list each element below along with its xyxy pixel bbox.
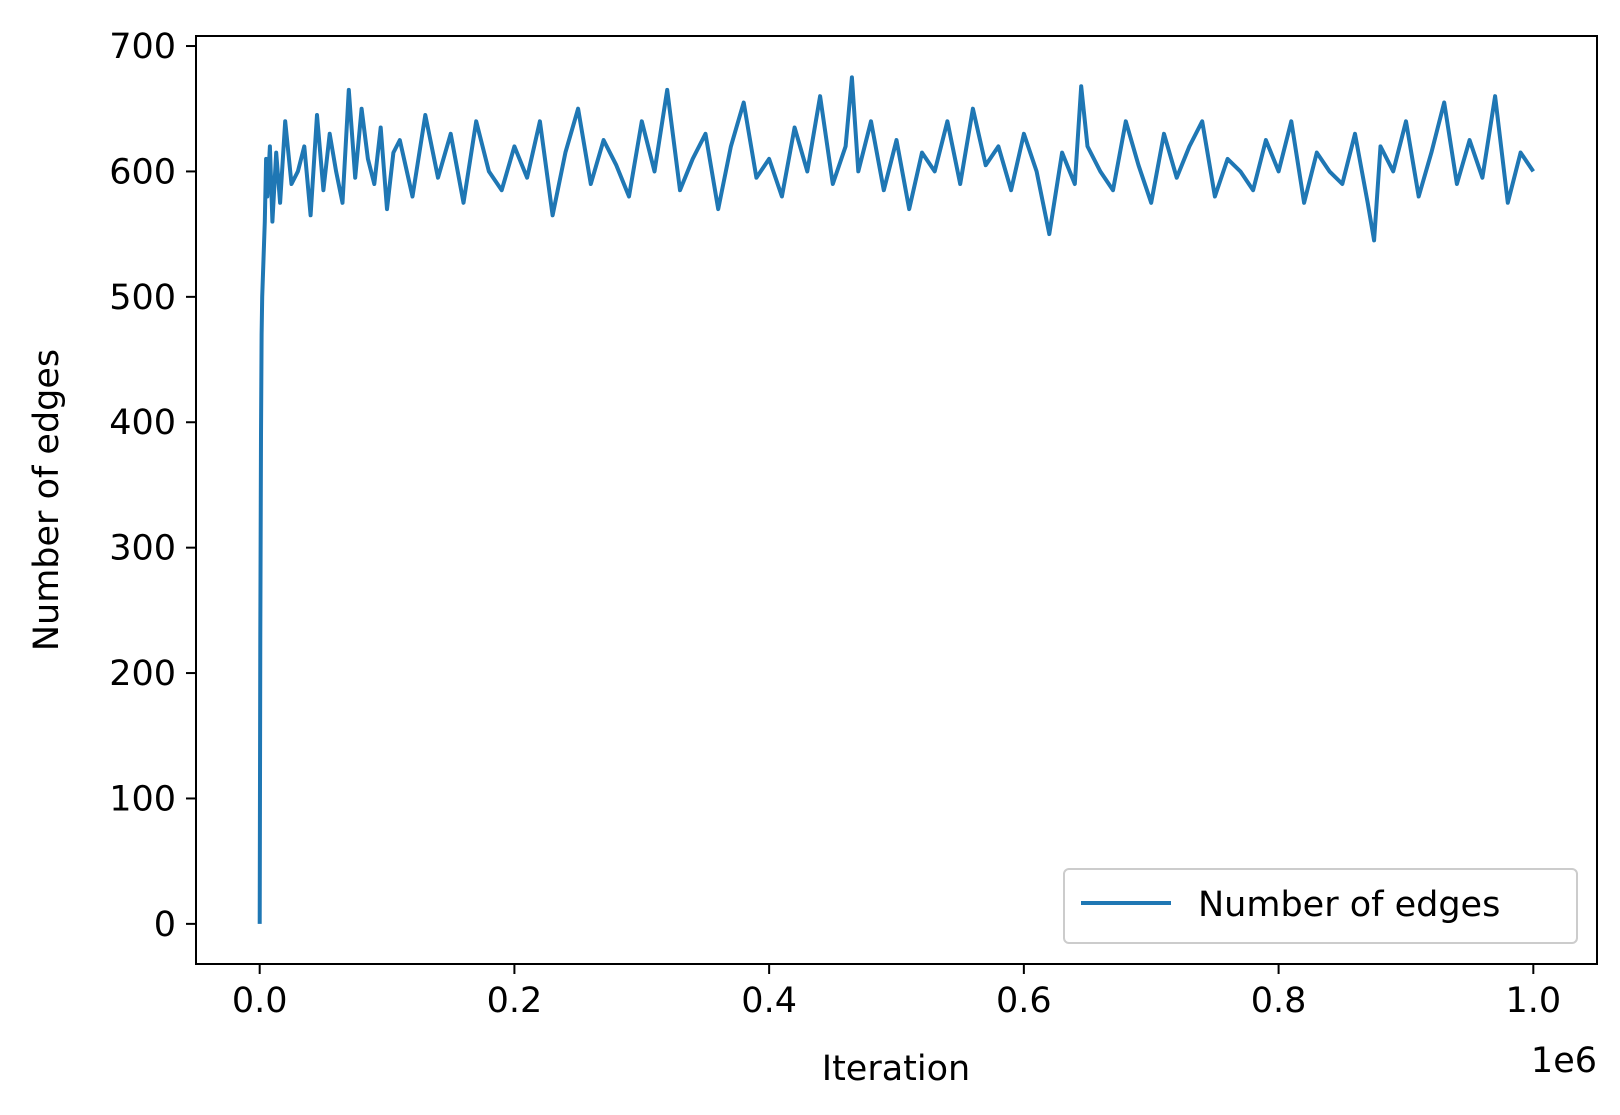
x-axis-offset-label: 1e6 (1531, 1041, 1597, 1081)
y-tick-label: 300 (109, 529, 176, 569)
x-tick-label: 0.2 (487, 981, 543, 1021)
x-axis-ticks: 0.0 0.2 0.4 0.6 0.8 1.0 (232, 964, 1561, 1021)
y-tick-label: 700 (109, 27, 176, 67)
y-axis-label: Number of edges (27, 349, 67, 651)
x-tick-label: 0.4 (741, 981, 797, 1021)
x-tick-label: 0.0 (232, 981, 288, 1021)
axes-frame (195, 35, 1598, 965)
legend-box (1063, 868, 1578, 944)
y-tick-label: 100 (109, 779, 176, 819)
legend: Number of edges (1063, 868, 1578, 944)
y-tick-label: 200 (109, 654, 176, 694)
series-layer (257, 75, 1535, 924)
y-tick-label: 0 (154, 905, 176, 945)
x-tick-label: 0.6 (996, 981, 1052, 1021)
series-line (257, 75, 1535, 924)
legend-entry-label: Number of edges (1198, 885, 1500, 925)
x-axis-label: Iteration (822, 1049, 970, 1089)
y-tick-label: 600 (109, 152, 176, 192)
y-tick-label: 400 (109, 403, 176, 443)
x-tick-label: 1.0 (1505, 981, 1561, 1021)
x-tick-label: 0.8 (1251, 981, 1307, 1021)
y-axis-ticks: 0 100 200 300 400 500 600 700 (109, 27, 196, 945)
y-tick-label: 500 (109, 278, 176, 318)
